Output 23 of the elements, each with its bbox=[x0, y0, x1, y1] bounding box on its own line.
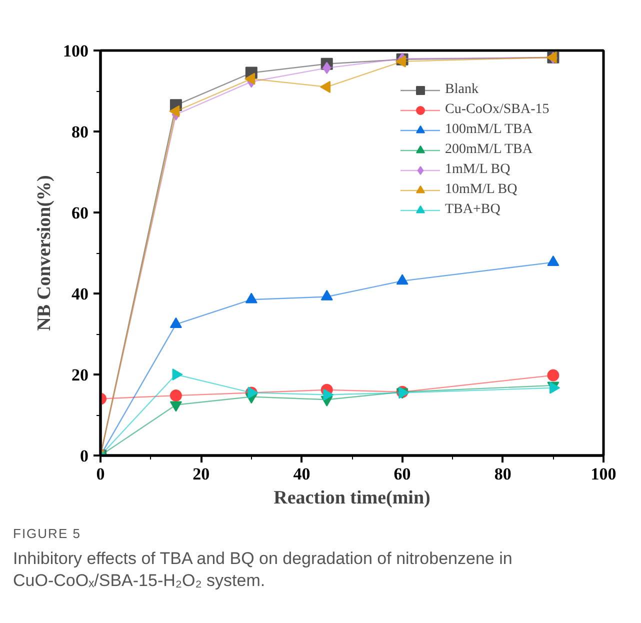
x-tick-label: 100 bbox=[590, 464, 616, 484]
legend-label: 200mM/L TBA bbox=[445, 142, 533, 158]
y-tick-label: 0 bbox=[80, 446, 88, 466]
legend-label: Cu-CoOx/SBA-15 bbox=[445, 102, 550, 118]
x-tick-label: 40 bbox=[293, 464, 310, 484]
y-tick-label: 40 bbox=[72, 284, 88, 304]
y-tick-label: 80 bbox=[72, 122, 88, 142]
y-tick-label: 60 bbox=[72, 204, 88, 222]
x-tick-label: 80 bbox=[494, 464, 512, 484]
y-tick-label: 100 bbox=[63, 42, 88, 60]
y-axis-title: NB Conversion(%) bbox=[34, 175, 55, 331]
legend-label: 1mM/L BQ bbox=[445, 162, 510, 178]
legend-label: 10mM/L BQ bbox=[445, 182, 518, 198]
legend-label: TBA+BQ bbox=[445, 202, 500, 218]
legend-label: Blank bbox=[445, 82, 478, 98]
x-axis-title: Reaction time(min) bbox=[274, 488, 430, 508]
text: Inhibitory effects of TBA and BQ on degradation of nitrobenzene in CuO-CoOₓ/SBA-15-H₂O₂ system. bbox=[13, 548, 514, 592]
legend-label: 100mM/L TBA bbox=[445, 122, 533, 138]
x-tick-label: 0 bbox=[96, 464, 105, 484]
x-tick-label: 20 bbox=[192, 464, 210, 484]
x-tick-label: 60 bbox=[394, 464, 411, 484]
caption: FIGURE 5 bbox=[13, 525, 82, 543]
y-tick-label: 20 bbox=[72, 366, 88, 384]
